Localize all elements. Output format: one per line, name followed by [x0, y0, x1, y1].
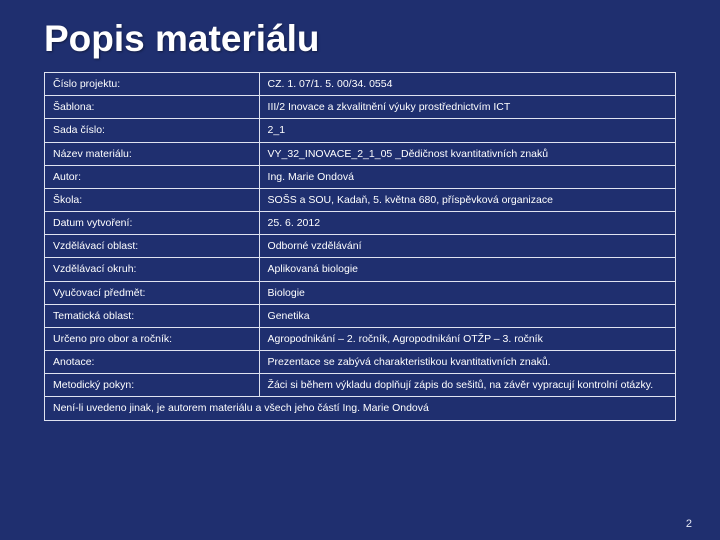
cell-val: VY_32_INOVACE_2_1_05 _Dědičnost kvantita…: [259, 142, 675, 165]
cell-key: Určeno pro obor a ročník:: [45, 327, 260, 350]
table-row: Anotace:Prezentace se zabývá charakteris…: [45, 351, 676, 374]
cell-val: III/2 Inovace a zkvalitnění výuky prostř…: [259, 96, 675, 119]
table-row: Sada číslo:2_1: [45, 119, 676, 142]
cell-key: Šablona:: [45, 96, 260, 119]
cell-key: Název materiálu:: [45, 142, 260, 165]
cell-val: 25. 6. 2012: [259, 212, 675, 235]
table-row: Název materiálu:VY_32_INOVACE_2_1_05 _Dě…: [45, 142, 676, 165]
table-row: Škola:SOŠS a SOU, Kadaň, 5. května 680, …: [45, 188, 676, 211]
cell-key: Anotace:: [45, 351, 260, 374]
cell-val: Agropodnikání – 2. ročník, Agropodnikání…: [259, 327, 675, 350]
table-row: Autor:Ing. Marie Ondová: [45, 165, 676, 188]
table-row: Datum vytvoření:25. 6. 2012: [45, 212, 676, 235]
table-row: Metodický pokyn:Žáci si během výkladu do…: [45, 374, 676, 397]
cell-key: Vzdělávací oblast:: [45, 235, 260, 258]
slide-title: Popis materiálu: [44, 18, 676, 60]
cell-val: SOŠS a SOU, Kadaň, 5. května 680, příspě…: [259, 188, 675, 211]
cell-val: CZ. 1. 07/1. 5. 00/34. 0554: [259, 73, 675, 96]
table-row: Vzdělávací oblast:Odborné vzdělávání: [45, 235, 676, 258]
table-row: Určeno pro obor a ročník:Agropodnikání –…: [45, 327, 676, 350]
cell-key: Sada číslo:: [45, 119, 260, 142]
cell-val: Žáci si během výkladu doplňují zápis do …: [259, 374, 675, 397]
page-number: 2: [686, 518, 692, 530]
table-footer-row: Není-li uvedeno jinak, je autorem materi…: [45, 397, 676, 420]
table-row: Vzdělávací okruh:Aplikovaná biologie: [45, 258, 676, 281]
cell-val: Biologie: [259, 281, 675, 304]
cell-val: 2_1: [259, 119, 675, 142]
slide: Popis materiálu Číslo projektu:CZ. 1. 07…: [0, 0, 720, 540]
cell-key: Metodický pokyn:: [45, 374, 260, 397]
cell-key: Vzdělávací okruh:: [45, 258, 260, 281]
cell-key: Škola:: [45, 188, 260, 211]
cell-val: Aplikovaná biologie: [259, 258, 675, 281]
cell-val: Prezentace se zabývá charakteristikou kv…: [259, 351, 675, 374]
cell-key: Autor:: [45, 165, 260, 188]
table-row: Tematická oblast:Genetika: [45, 304, 676, 327]
table-row: Šablona:III/2 Inovace a zkvalitnění výuk…: [45, 96, 676, 119]
footer-cell: Není-li uvedeno jinak, je autorem materi…: [45, 397, 676, 420]
metadata-table: Číslo projektu:CZ. 1. 07/1. 5. 00/34. 05…: [44, 72, 676, 421]
cell-key: Číslo projektu:: [45, 73, 260, 96]
cell-key: Datum vytvoření:: [45, 212, 260, 235]
cell-val: Genetika: [259, 304, 675, 327]
table-row: Číslo projektu:CZ. 1. 07/1. 5. 00/34. 05…: [45, 73, 676, 96]
cell-key: Vyučovací předmět:: [45, 281, 260, 304]
cell-key: Tematická oblast:: [45, 304, 260, 327]
cell-val: Ing. Marie Ondová: [259, 165, 675, 188]
cell-val: Odborné vzdělávání: [259, 235, 675, 258]
table-row: Vyučovací předmět:Biologie: [45, 281, 676, 304]
